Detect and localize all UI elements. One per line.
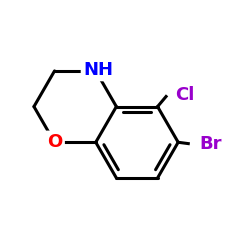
Text: O: O [47,133,62,151]
Text: Br: Br [199,134,222,152]
Text: NH: NH [84,60,114,78]
Text: Cl: Cl [175,86,195,104]
